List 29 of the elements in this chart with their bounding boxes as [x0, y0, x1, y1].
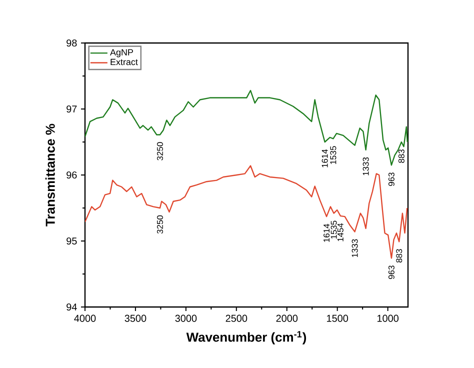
annotation: 1535 — [330, 220, 337, 239]
annotation: 883 — [398, 149, 404, 163]
annotation: 1614 — [324, 224, 330, 242]
x-tick-label: 2000 — [276, 314, 298, 322]
y-tick-label: 94 — [66, 303, 77, 311]
x-tick-label: 1000 — [377, 314, 399, 322]
x-tick-label: 1500 — [327, 314, 348, 322]
x-axis-title: Wavenumber (cm$^{-1}$) — [186, 331, 306, 344]
annotation: 1454 — [338, 223, 344, 242]
y-tick-label: 97 — [66, 105, 77, 113]
annotation: 1333 — [352, 239, 358, 258]
annotation: 883 — [396, 249, 402, 263]
annotation: 3250 — [157, 142, 163, 160]
x-tick-label: 2500 — [226, 314, 248, 322]
x-tick-label: 4000 — [74, 314, 96, 322]
annotation: 1614 — [322, 149, 328, 168]
annotation: 963 — [388, 172, 394, 186]
x-tick-label: 3500 — [124, 314, 146, 322]
legend-label: Extract — [110, 58, 138, 66]
annotation: 1535 — [330, 146, 336, 164]
y-tick-label: 98 — [66, 39, 77, 47]
y-tick-label: 96 — [66, 171, 77, 179]
annotation: 1333 — [362, 157, 369, 176]
y-tick-label: 95 — [66, 237, 77, 245]
annotation: 963 — [388, 266, 394, 279]
annotation: 3250 — [157, 215, 163, 234]
y-axis-title: Transmittance % — [45, 124, 55, 226]
x-tick-label: 3000 — [175, 314, 197, 322]
legend-label: AgNP — [110, 49, 133, 58]
